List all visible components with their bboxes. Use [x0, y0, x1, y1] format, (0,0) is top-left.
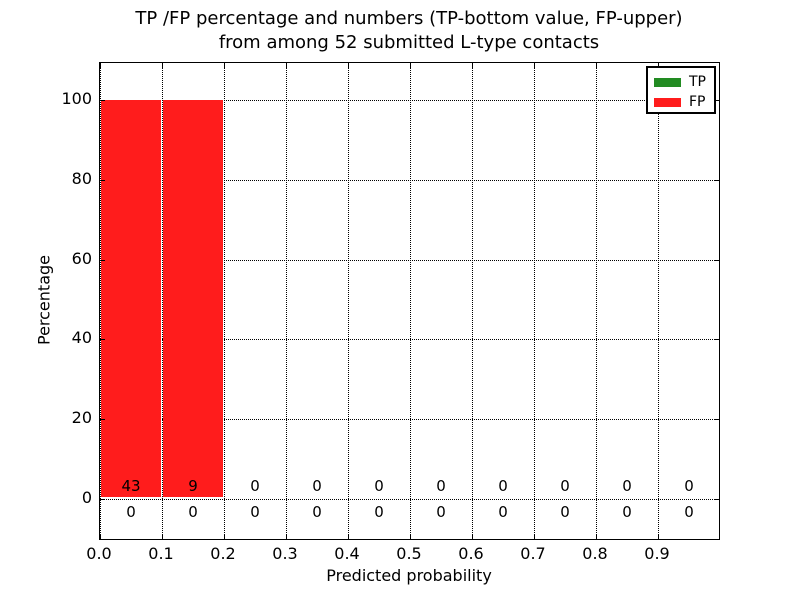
fp-count-0.5-0.6: 0 [436, 477, 446, 495]
y-tick-mark-left [100, 419, 105, 421]
gridline-y-100 [100, 100, 719, 101]
x-tick-label-0.3: 0.3 [272, 544, 298, 563]
legend: TP FP [646, 66, 716, 114]
x-tick-mark-bottom [410, 534, 411, 539]
fp-count-0.2-0.3: 0 [250, 477, 260, 495]
legend-label-fp: FP [689, 94, 706, 110]
x-tick-label-0.0: 0.0 [86, 544, 112, 563]
x-tick-label-0.2: 0.2 [210, 544, 236, 563]
x-tick-mark-bottom [100, 534, 101, 539]
y-tick-mark-right [714, 179, 719, 181]
legend-item-tp: TP [654, 73, 708, 91]
gridline-x-0.5 [410, 63, 411, 539]
chart-title: TP /FP percentage and numbers (TP-bottom… [99, 7, 719, 55]
plot-area: 43 0 9 0 0 0 0 0 0 0 0 0 0 0 0 0 0 0 0 0 TP FP [99, 62, 720, 540]
y-tick-mark-left [100, 179, 105, 181]
gridline-x-0 [100, 63, 101, 539]
y-tick-mark-right [714, 499, 719, 500]
x-tick-mark-top [286, 63, 287, 68]
x-tick-label-0.5: 0.5 [396, 544, 422, 563]
gridline-x-0.4 [348, 63, 349, 539]
y-tick-label-100: 100 [61, 89, 92, 108]
tp-count-0.6-0.7: 0 [498, 503, 508, 521]
x-tick-label-0.8: 0.8 [582, 544, 608, 563]
fp-count-0.1-0.2: 9 [188, 477, 198, 495]
x-tick-mark-top [348, 63, 349, 68]
y-tick-mark-left [100, 339, 105, 341]
x-tick-mark-top [224, 63, 225, 68]
x-tick-mark-top [658, 63, 659, 68]
bar-fp-0.1-0.2 [163, 100, 223, 497]
gridline-x-0.1 [162, 63, 163, 539]
legend-item-fp: FP [654, 93, 708, 111]
gridline-y-40 [100, 339, 719, 341]
gridline-y-20 [100, 419, 719, 421]
fp-count-0.8-0.9: 0 [622, 477, 632, 495]
y-tick-label-0: 0 [81, 488, 92, 507]
y-tick-mark-right [714, 259, 719, 261]
fp-count-0.4-0.5: 0 [374, 477, 384, 495]
tp-count-0.3-0.4: 0 [312, 503, 322, 521]
gridline-y-0 [100, 499, 719, 500]
gridline-x-0.7 [534, 63, 535, 539]
x-tick-mark-top [410, 63, 411, 68]
x-tick-mark-bottom [348, 534, 349, 539]
x-tick-label-0.7: 0.7 [520, 544, 546, 563]
y-tick-label-20: 20 [71, 408, 92, 428]
y-tick-mark-right [714, 100, 719, 101]
x-tick-mark-top [534, 63, 535, 68]
fp-count-0.6-0.7: 0 [498, 477, 508, 495]
x-tick-mark-bottom [596, 534, 597, 539]
fp-count-0.7-0.8: 0 [560, 477, 570, 495]
x-tick-mark-top [100, 63, 101, 68]
tp-count-0.5-0.6: 0 [436, 503, 446, 521]
gridline-x-0.2 [224, 63, 225, 539]
y-tick-mark-right [714, 339, 719, 341]
x-axis-label: Predicted probability [326, 566, 492, 585]
x-tick-mark-bottom [224, 534, 225, 539]
fp-count-0.9-1.0: 0 [684, 477, 694, 495]
x-tick-mark-bottom [658, 534, 659, 539]
bar-fp-0.0-0.1 [101, 100, 161, 497]
tp-count-0.0-0.1: 0 [126, 503, 136, 521]
x-tick-mark-bottom [472, 534, 473, 539]
legend-label-tp: TP [689, 74, 706, 90]
y-tick-mark-left [100, 259, 105, 261]
legend-swatch-tp [654, 77, 681, 87]
fp-count-0.3-0.4: 0 [312, 477, 322, 495]
gridline-y-80 [100, 179, 719, 181]
gridline-x-0.9 [658, 63, 659, 539]
gridline-x-0.3 [286, 63, 287, 539]
x-tick-label-0.9: 0.9 [644, 544, 670, 563]
y-tick-mark-left [100, 100, 105, 101]
gridline-x-0.6 [472, 63, 473, 539]
y-tick-label-60: 60 [71, 248, 92, 268]
tp-count-0.8-0.9: 0 [622, 503, 632, 521]
tp-count-0.1-0.2: 0 [188, 503, 198, 521]
y-tick-label-80: 80 [71, 168, 92, 188]
x-tick-mark-bottom [534, 534, 535, 539]
chart-title-line1: TP /FP percentage and numbers (TP-bottom… [135, 8, 683, 29]
fp-count-0.0-0.1: 43 [121, 477, 141, 495]
x-tick-mark-bottom [162, 534, 163, 539]
tp-count-0.7-0.8: 0 [560, 503, 570, 521]
x-tick-label-0.4: 0.4 [334, 544, 360, 563]
x-tick-label-0.1: 0.1 [148, 544, 174, 563]
gridline-x-0.8 [596, 63, 597, 539]
x-tick-mark-top [596, 63, 597, 68]
x-tick-mark-bottom [286, 534, 287, 539]
chart-title-line2: from among 52 submitted L-type contacts [218, 32, 600, 53]
y-tick-mark-right [714, 419, 719, 421]
y-tick-mark-left [100, 499, 105, 500]
tp-count-0.4-0.5: 0 [374, 503, 384, 521]
y-tick-label-40: 40 [71, 328, 92, 348]
legend-swatch-fp [654, 97, 681, 107]
tp-count-0.9-1.0: 0 [684, 503, 694, 521]
x-tick-label-0.6: 0.6 [458, 544, 484, 563]
tp-count-0.2-0.3: 0 [250, 503, 260, 521]
x-tick-mark-top [472, 63, 473, 68]
gridline-y-60 [100, 259, 719, 261]
x-tick-mark-top [162, 63, 163, 68]
